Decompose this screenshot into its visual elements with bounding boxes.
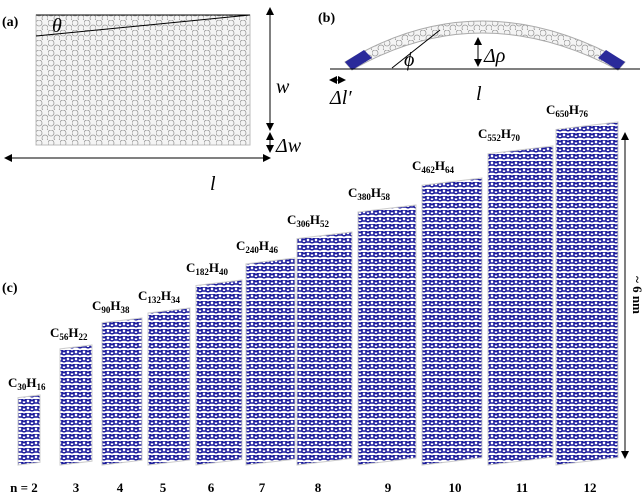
formula: C306H52: [287, 212, 330, 229]
drho-label: Δρ: [483, 45, 505, 67]
theta-line: [35, 14, 251, 37]
formula-part: H: [209, 260, 219, 275]
phi-line: [391, 29, 441, 69]
formula: C132H34: [138, 288, 181, 305]
n-label: 8: [315, 480, 322, 495]
n-label: 12: [584, 480, 597, 495]
formula: C182H40: [186, 260, 229, 277]
formula: C30H16: [8, 375, 46, 392]
ribbon: [357, 204, 417, 466]
n-label: n = 2: [10, 480, 38, 495]
ribbon: [421, 177, 483, 466]
ribbon: [59, 344, 93, 466]
formula-part: 58: [381, 192, 391, 202]
n-label: 4: [117, 480, 124, 495]
ribbon: [147, 307, 191, 466]
n-label: 9: [385, 480, 392, 495]
length-label: l: [476, 83, 482, 105]
formula: C552H70: [478, 126, 521, 143]
panel-label: (b): [318, 11, 335, 26]
graphene-sheet: [35, 14, 251, 146]
ribbon: [101, 317, 143, 466]
formula-part: 30: [17, 382, 27, 392]
formula: C462H64: [412, 158, 455, 175]
formula-part: 52: [320, 219, 330, 229]
formula-part: C: [348, 185, 357, 200]
panel-a: (a) θ w Δw l: [2, 7, 302, 195]
formula-part: H: [259, 238, 269, 253]
n-label: 3: [73, 480, 80, 495]
formula-part: C: [8, 375, 17, 390]
formula-part: 552: [487, 133, 501, 143]
formula-part: C: [546, 102, 555, 117]
formula-part: 650: [555, 109, 569, 119]
formula-part: C: [186, 260, 195, 275]
formula-part: 182: [195, 267, 209, 277]
formula-part: H: [435, 158, 445, 173]
panel-label: (a): [2, 15, 19, 30]
formula: C90H38: [92, 298, 130, 315]
length-label: l: [210, 173, 216, 195]
formula-part: H: [26, 375, 36, 390]
dl-label: Δl′: [329, 87, 352, 109]
formula-part: C: [412, 158, 421, 173]
width-label: w: [276, 76, 290, 98]
phi: ϕ: [404, 49, 414, 71]
formula: C56H22: [50, 325, 88, 342]
n-label: 5: [160, 480, 167, 495]
n-label: 11: [516, 480, 528, 495]
ribbon: [195, 279, 243, 466]
formula-part: H: [501, 126, 511, 141]
formula-part: H: [569, 102, 579, 117]
formula-part: 56: [59, 332, 69, 342]
formula-part: H: [68, 325, 78, 340]
formula-part: C: [287, 212, 296, 227]
formula-part: 90: [101, 305, 111, 315]
ribbon: [245, 257, 296, 466]
n-label: 7: [259, 480, 266, 495]
formula-part: 462: [421, 165, 435, 175]
dw-label: Δw: [275, 135, 302, 157]
ribbon: [296, 231, 353, 466]
formula-part: 306: [296, 219, 310, 229]
formula-part: 132: [147, 295, 161, 305]
formula-part: 16: [37, 382, 47, 392]
formula-part: 380: [357, 192, 371, 202]
formula-part: 70: [511, 133, 521, 143]
n-label: 10: [449, 480, 462, 495]
formula-part: 38: [121, 305, 131, 315]
formula-part: 240: [245, 245, 259, 255]
formula-part: 34: [171, 295, 181, 305]
formula: C650H76: [546, 102, 589, 119]
formula-part: 64: [445, 165, 455, 175]
formula-part: H: [110, 298, 120, 313]
ribbon: [555, 121, 619, 466]
formula-part: H: [371, 185, 381, 200]
formula-part: C: [236, 238, 245, 253]
panel-label: (c): [2, 281, 18, 296]
theta: θ: [52, 15, 62, 37]
formula: C240H46: [236, 238, 279, 255]
formula-part: C: [478, 126, 487, 141]
ribbon: [487, 145, 554, 466]
formula-part: 46: [269, 245, 279, 255]
n-label: 6: [208, 480, 215, 495]
formula-part: H: [161, 288, 171, 303]
formula-part: 76: [579, 109, 589, 119]
formula-part: C: [92, 298, 101, 313]
panel-b: (b) ϕ Δρ Δl′ l: [318, 11, 640, 109]
formula-part: C: [138, 288, 147, 303]
formula-part: H: [310, 212, 320, 227]
ribbon: [17, 394, 41, 466]
formula-part: C: [50, 325, 59, 340]
formula: C380H58: [348, 185, 391, 202]
formula-part: 40: [219, 267, 229, 277]
formula-part: 22: [79, 332, 89, 342]
scale-label: ~ 6 nm: [630, 276, 642, 314]
